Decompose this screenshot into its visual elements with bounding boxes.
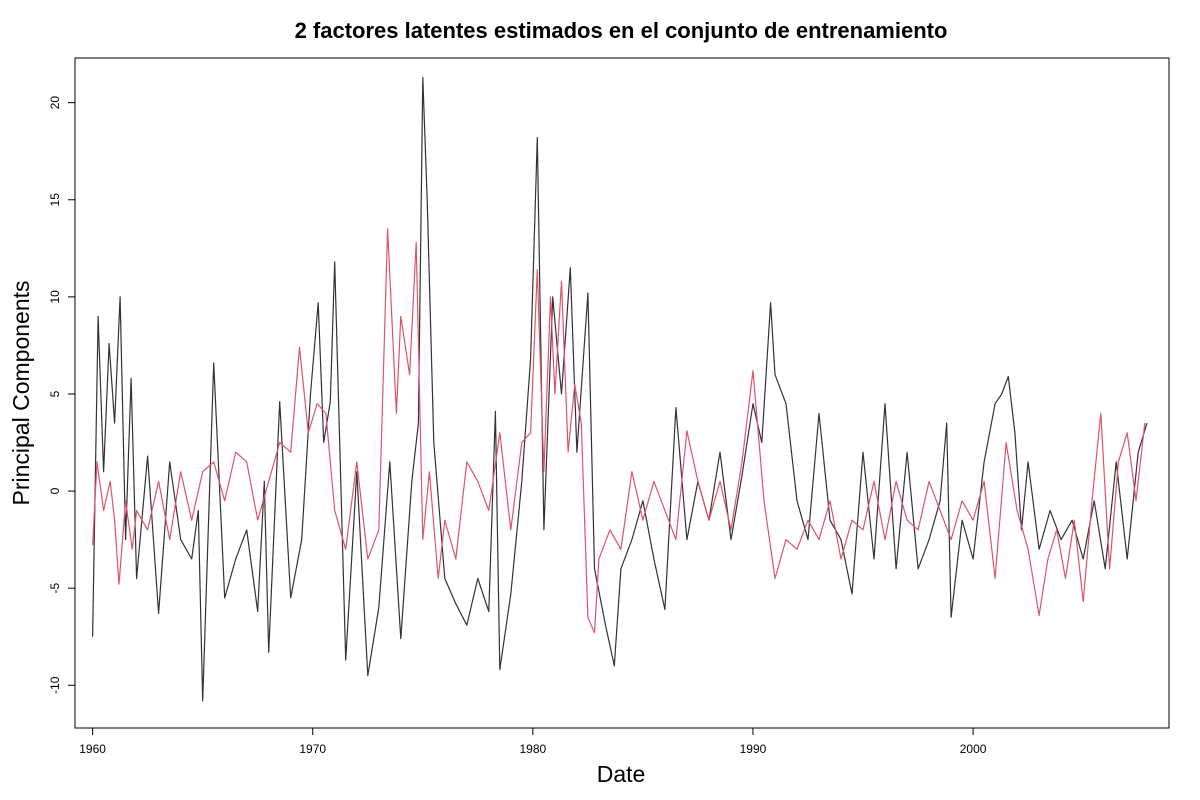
y-tick-label: -5 [48, 583, 62, 594]
y-tick-label: -10 [48, 676, 62, 694]
y-axis: -10 -5 0 5 10 15 20 [48, 96, 76, 694]
x-tick-label: 1970 [299, 742, 326, 756]
x-tick-label: 1990 [740, 742, 767, 756]
y-tick-label: 0 [48, 487, 62, 494]
y-axis-label: Principal Components [8, 280, 34, 505]
y-tick-label: 5 [48, 390, 62, 397]
series-1-line [92, 76, 1148, 702]
plot-frame [74, 57, 1170, 729]
x-axis-label: Date [597, 761, 646, 787]
x-tick-label: 2000 [960, 742, 987, 756]
x-axis: 1960 1970 1980 1990 2000 [79, 727, 987, 756]
y-tick-label: 15 [48, 193, 62, 207]
y-tick-label: 10 [48, 290, 62, 304]
x-tick-label: 1980 [519, 742, 546, 756]
y-tick-label: 20 [48, 96, 62, 110]
series-2-line [92, 228, 1146, 634]
chart-title: 2 factores latentes estimados en el conj… [295, 18, 948, 43]
series-group [92, 76, 1148, 702]
x-tick-label: 1960 [79, 742, 106, 756]
